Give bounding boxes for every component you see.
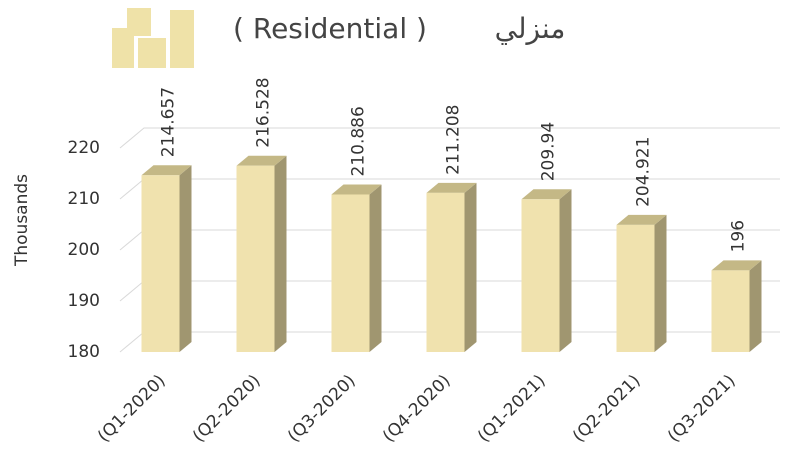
bar [236,165,275,352]
x-tick-label: (Q2-2021) [569,371,645,447]
x-tick-label: (Q1-2020) [94,371,170,447]
y-tick-label: 200 [68,240,100,260]
value-label: 210.886 [349,106,369,176]
bar [521,199,560,352]
value-label: 196 [729,220,749,252]
bar [141,175,180,352]
bar-top [141,165,192,176]
x-tick-label: (Q1-2021) [474,371,550,447]
grid-line [119,127,780,149]
bar-top [426,182,477,193]
x-tick-label: (Q3-2020) [284,371,360,447]
bar [711,270,750,352]
value-label: 216.528 [254,77,274,147]
bar-side [464,182,477,352]
building-icon [112,8,194,68]
bar-top [521,189,572,200]
value-label: 204.921 [634,137,654,207]
bar-side [369,184,382,352]
y-tick-label: 220 [68,138,100,158]
bar-side [559,189,572,352]
value-label: 211.208 [444,105,464,175]
bar-top [331,184,382,195]
x-tick-label: (Q4-2020) [379,371,455,447]
bar-side [179,165,192,352]
y-tick-label: 210 [68,189,100,209]
bar-side [749,260,762,352]
value-label: 209.94 [539,122,559,181]
chart-title: ( Residential ) [233,12,427,45]
bar [616,224,655,352]
value-label: 214.657 [159,87,179,157]
x-tick-label: (Q3-2021) [664,371,740,447]
bar [426,192,465,352]
bar-side [274,155,287,352]
chart-subtitle: منزلي [495,12,566,45]
bar-top [616,214,667,225]
bar-top [711,260,762,271]
y-tick-label: 190 [68,291,100,311]
bar-side [654,214,667,352]
y-axis-label: Thousands [12,174,32,267]
x-tick-label: (Q2-2020) [189,371,265,447]
bar-top [236,155,287,166]
y-tick-label: 180 [68,342,100,362]
bar [331,194,370,352]
